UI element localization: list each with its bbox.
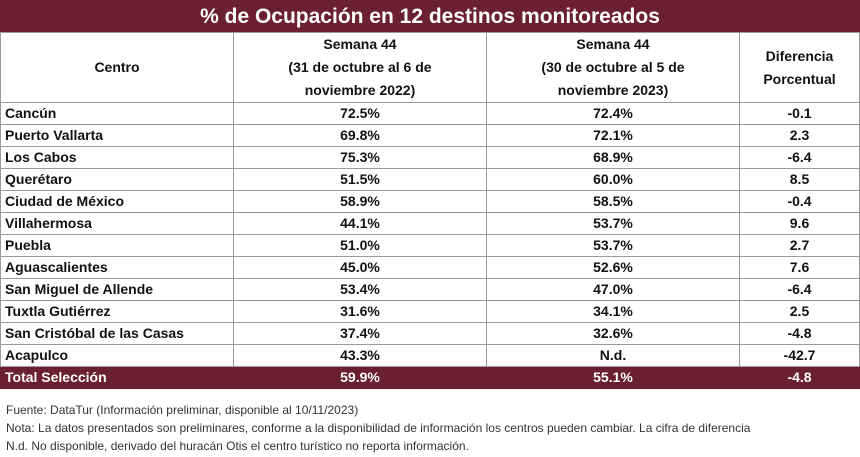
- cell-centro: Ciudad de México: [0, 190, 234, 213]
- cell-2022: 51.5%: [233, 168, 487, 191]
- note-line1: Nota: La datos presentados son prelimina…: [6, 421, 751, 435]
- table-row: San Miguel de Allende 53.4% 47.0% -6.4: [0, 278, 860, 301]
- total-2023: 55.1%: [486, 366, 740, 389]
- cell-centro: San Cristóbal de las Casas: [0, 322, 234, 345]
- table-header-row: Centro Semana 44 (31 de octubre al 6 de …: [0, 32, 860, 103]
- header-semana-2022-line1: Semana 44: [323, 36, 397, 52]
- table-row: Querétaro 51.5% 60.0% 8.5: [0, 168, 860, 191]
- cell-2023: 53.7%: [486, 234, 740, 257]
- cell-diferencia: -4.8: [739, 322, 860, 345]
- cell-centro: Cancún: [0, 102, 234, 125]
- cell-diferencia: 8.5: [739, 168, 860, 191]
- cell-centro: Villahermosa: [0, 212, 234, 235]
- table-row: San Cristóbal de las Casas 37.4% 32.6% -…: [0, 322, 860, 345]
- footnotes: Fuente: DataTur (Información preliminar,…: [6, 401, 856, 455]
- cell-diferencia: 2.5: [739, 300, 860, 323]
- header-semana-2023-line3: noviembre 2023): [557, 82, 669, 98]
- cell-2023: 32.6%: [486, 322, 740, 345]
- header-diferencia-line2: Porcentual: [763, 70, 836, 87]
- total-label: Total Selección: [0, 366, 234, 389]
- header-diferencia: Diferencia Porcentual: [739, 32, 860, 103]
- table-row: Ciudad de México 58.9% 58.5% -0.4: [0, 190, 860, 213]
- cell-2023: 58.5%: [486, 190, 740, 213]
- cell-centro: Aguascalientes: [0, 256, 234, 279]
- cell-diferencia: -6.4: [739, 278, 860, 301]
- table-row: Cancún 72.5% 72.4% -0.1: [0, 102, 860, 125]
- total-2022: 59.9%: [233, 366, 487, 389]
- source-note: Fuente: DataTur (Información preliminar,…: [6, 403, 359, 417]
- cell-2022: 75.3%: [233, 146, 487, 169]
- header-semana-2022-line3: noviembre 2022): [304, 82, 416, 98]
- cell-2023: 52.6%: [486, 256, 740, 279]
- total-diferencia: -4.8: [739, 366, 860, 389]
- note-line2: N.d. No disponible, derivado del huracán…: [6, 439, 469, 453]
- table-row: Puerto Vallarta 69.8% 72.1% 2.3: [0, 124, 860, 147]
- cell-centro: Acapulco: [0, 344, 234, 367]
- table-row: Villahermosa 44.1% 53.7% 9.6: [0, 212, 860, 235]
- occupancy-table: Centro Semana 44 (31 de octubre al 6 de …: [0, 32, 860, 389]
- cell-centro: San Miguel de Allende: [0, 278, 234, 301]
- cell-2023: 53.7%: [486, 212, 740, 235]
- cell-2023: 47.0%: [486, 278, 740, 301]
- cell-2023: 34.1%: [486, 300, 740, 323]
- cell-diferencia: 2.3: [739, 124, 860, 147]
- cell-2022: 37.4%: [233, 322, 487, 345]
- cell-2022: 44.1%: [233, 212, 487, 235]
- cell-centro: Puerto Vallarta: [0, 124, 234, 147]
- cell-diferencia: 7.6: [739, 256, 860, 279]
- cell-2022: 72.5%: [233, 102, 487, 125]
- header-diferencia-line1: Diferencia: [765, 47, 834, 64]
- cell-centro: Querétaro: [0, 168, 234, 191]
- table-row: Aguascalientes 45.0% 52.6% 7.6: [0, 256, 860, 279]
- cell-2023: 68.9%: [486, 146, 740, 169]
- cell-2022: 53.4%: [233, 278, 487, 301]
- cell-2023: 72.1%: [486, 124, 740, 147]
- header-semana-2023-line1: Semana 44: [576, 36, 650, 52]
- header-semana-2023: Semana 44 (30 de octubre al 5 de noviemb…: [486, 32, 740, 103]
- report-title: % de Ocupación en 12 destinos monitoread…: [0, 0, 860, 33]
- cell-diferencia: -42.7: [739, 344, 860, 367]
- cell-centro: Los Cabos: [0, 146, 234, 169]
- cell-2022: 45.0%: [233, 256, 487, 279]
- cell-diferencia: 2.7: [739, 234, 860, 257]
- table-row: Tuxtla Gutiérrez 31.6% 34.1% 2.5: [0, 300, 860, 323]
- cell-centro: Puebla: [0, 234, 234, 257]
- cell-2022: 31.6%: [233, 300, 487, 323]
- cell-2022: 43.3%: [233, 344, 487, 367]
- cell-2023: N.d.: [486, 344, 740, 367]
- header-semana-2022-line2: (31 de octubre al 6 de: [288, 59, 432, 75]
- table-row: Acapulco 43.3% N.d. -42.7: [0, 344, 860, 367]
- header-semana-2022: Semana 44 (31 de octubre al 6 de noviemb…: [233, 32, 487, 103]
- total-row: Total Selección 59.9% 55.1% -4.8: [0, 366, 860, 389]
- cell-diferencia: -0.4: [739, 190, 860, 213]
- cell-2022: 58.9%: [233, 190, 487, 213]
- cell-diferencia: -0.1: [739, 102, 860, 125]
- cell-2023: 72.4%: [486, 102, 740, 125]
- table-row: Los Cabos 75.3% 68.9% -6.4: [0, 146, 860, 169]
- cell-2022: 69.8%: [233, 124, 487, 147]
- cell-diferencia: -6.4: [739, 146, 860, 169]
- cell-diferencia: 9.6: [739, 212, 860, 235]
- header-semana-2023-line2: (30 de octubre al 5 de: [541, 59, 685, 75]
- table-row: Puebla 51.0% 53.7% 2.7: [0, 234, 860, 257]
- cell-2022: 51.0%: [233, 234, 487, 257]
- cell-centro: Tuxtla Gutiérrez: [0, 300, 234, 323]
- header-centro: Centro: [0, 32, 234, 103]
- cell-2023: 60.0%: [486, 168, 740, 191]
